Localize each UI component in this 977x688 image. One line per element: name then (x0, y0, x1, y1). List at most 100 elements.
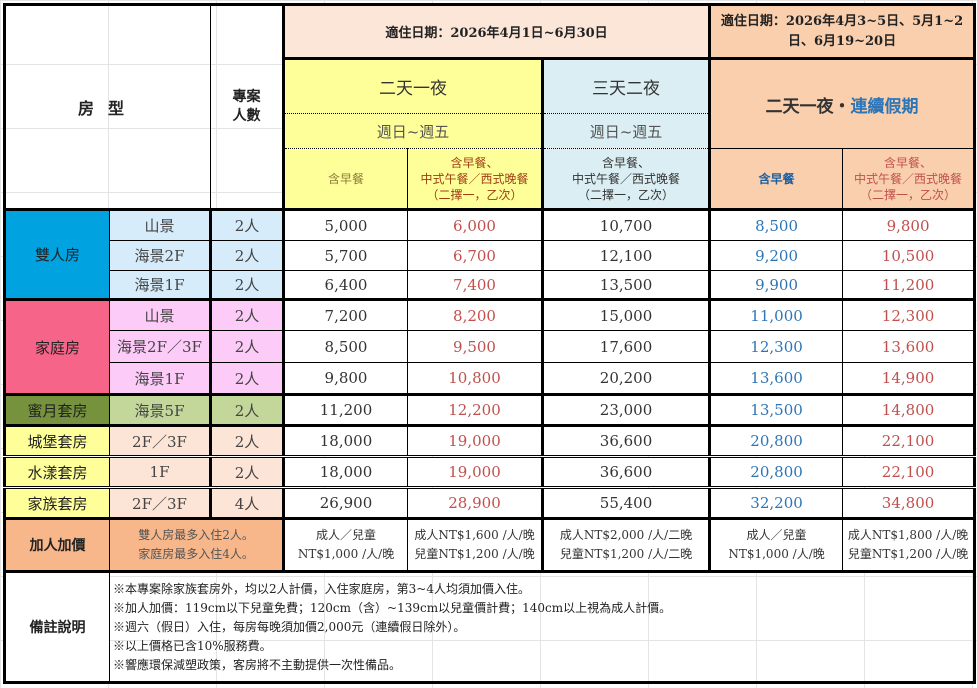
room-pax: 2人 (209, 455, 286, 488)
meal-breakfast-header: 含早餐 (283, 148, 409, 211)
price-2d-full: 9,500 (407, 330, 545, 363)
room-view: 海景1F (108, 270, 212, 301)
pax-header-line1: 專案 (232, 89, 261, 105)
price-holiday-breakfast: 20,800 (709, 455, 844, 488)
plan-holiday: 二天一夜・連續假期 (709, 58, 977, 149)
room-pax: 2人 (209, 394, 286, 427)
price-holiday-breakfast: 9,900 (709, 270, 844, 301)
price-holiday-full: 34,800 (842, 486, 977, 520)
table-row: 蜜月套房 海景5F 2人 11,200 12,200 23,000 13,500… (3, 394, 977, 427)
table-row: 家族套房 2F／3F 4人 26,900 28,900 55,400 32,20… (3, 486, 977, 520)
price-2d-full: 19,000 (407, 455, 545, 488)
room-pax: 2人 (209, 362, 286, 396)
price-holiday-full: 14,900 (842, 362, 977, 396)
room-view: 海景2F／3F (108, 330, 212, 363)
meal-holiday-breakfast-header: 含早餐 (709, 148, 844, 211)
price-2d-breakfast: 11,200 (283, 394, 409, 427)
price-3d-full: 55,400 (542, 486, 712, 520)
price-3d-full: 36,600 (542, 425, 712, 457)
price-holiday-breakfast: 12,300 (709, 330, 844, 363)
price-2d-breakfast: 8,500 (283, 330, 409, 363)
extra-person-label: 加人加價 (3, 518, 110, 573)
room-view: 海景2F (108, 240, 212, 271)
price-holiday-full: 14,800 (842, 394, 977, 427)
extra-price-holiday-full: 成人NT$1,800 /人/晚 兒童NT$1,200 /人/晚 (842, 518, 977, 573)
room-view: 山景 (108, 209, 212, 241)
price-2d-breakfast: 7,200 (283, 299, 409, 331)
price-holiday-breakfast: 13,600 (709, 362, 844, 396)
room-pax: 2人 (209, 209, 286, 241)
table-row: 家庭房 山景 2人 7,200 8,200 15,000 11,000 12,3… (3, 299, 977, 396)
room-view: 海景1F (108, 362, 212, 396)
price-3d-full: 10,700 (542, 209, 712, 241)
price-2d-breakfast: 5,700 (283, 240, 409, 271)
category-castle-suite: 城堡套房 (3, 425, 110, 457)
table-row: 海景2F／3F 2人 8,500 9,500 17,600 12,300 13,… (5, 330, 977, 363)
room-pax: 2人 (209, 270, 286, 301)
room-rate-table: 房型 專案 人數 適住日期：2026年4月1日~6月30日 適住日期：2026年… (2, 3, 977, 684)
extra-person-row: 加人加價 雙人房最多入住2人。 家庭房最多入住4人。 成人／兒童 NT$1,00… (3, 518, 977, 573)
category-family-room: 家庭房 (3, 299, 110, 396)
price-2d-breakfast: 18,000 (283, 425, 409, 457)
room-view: 山景 (108, 299, 212, 331)
extra-price-2d-full: 成人NT$1,600 /人/晚 兒童NT$1,200 /人/晚 (407, 518, 545, 573)
price-holiday-full: 12,300 (842, 299, 977, 331)
price-2d-breakfast: 18,000 (283, 455, 409, 488)
weekdays-two-day: 週日~週五 (283, 113, 545, 149)
price-holiday-breakfast: 32,200 (709, 486, 844, 520)
price-holiday-breakfast: 8,500 (709, 209, 844, 241)
price-2d-full: 7,400 (407, 270, 545, 301)
pax-header: 專案 人數 (210, 3, 286, 211)
table-row: 雙人房 山景 2人 5,000 6,000 10,700 8,500 9,800 (3, 209, 977, 301)
plan-holiday-prefix: 二天一夜・ (765, 96, 851, 117)
price-holiday-breakfast: 20,800 (709, 425, 844, 457)
extra-price-3d-full: 成人NT$2,000 /人/二晚 兒童NT$1,200 /人/二晚 (542, 518, 712, 573)
price-3d-full: 20,200 (542, 362, 712, 396)
table-row: 海景1F 2人 6,400 7,400 13,500 9,900 11,200 (5, 270, 977, 301)
remarks-list: ※本專案除家族套房外，均以2人計價，入住家庭房，第3~4人均須加價入住。 ※加人… (108, 571, 977, 684)
price-2d-full: 19,000 (407, 425, 545, 457)
table-row: 海景1F 2人 9,800 10,800 20,200 13,600 14,90… (5, 362, 977, 396)
room-pax: 2人 (209, 330, 286, 363)
price-3d-full: 12,100 (542, 240, 712, 271)
price-2d-full: 8,200 (407, 299, 545, 331)
price-holiday-full: 22,100 (842, 425, 977, 457)
category-honeymoon-suite: 蜜月套房 (3, 394, 110, 427)
price-holiday-breakfast: 9,200 (709, 240, 844, 271)
price-2d-breakfast: 9,800 (283, 362, 409, 396)
extra-price-holiday-breakfast: 成人／兒童 NT$1,000 /人/晚 (709, 518, 844, 573)
remark-item: ※本專案除家族套房外，均以2人計價，入住家庭房，第3~4人均須加價入住。 (113, 581, 530, 596)
price-holiday-full: 11,200 (842, 270, 977, 301)
category-double-room: 雙人房 (3, 209, 110, 301)
price-2d-breakfast: 6,400 (283, 270, 409, 301)
remarks-row: 備註說明 ※本專案除家族套房外，均以2人計價，入住家庭房，第3~4人均須加價入住… (3, 571, 977, 684)
price-holiday-breakfast: 11,000 (709, 299, 844, 331)
price-2d-full: 6,700 (407, 240, 545, 271)
remark-item: ※加人加價：119cm以下兒童免費；120cm（含）~139cm以兒童價計費；1… (113, 600, 672, 615)
room-pax: 2人 (209, 299, 286, 331)
room-pax: 4人 (209, 486, 286, 520)
table-row: 水漾套房 1F 2人 18,000 19,000 36,600 20,800 2… (3, 455, 977, 488)
extra-person-capacity-note: 雙人房最多入住2人。 家庭房最多入住4人。 (108, 518, 286, 573)
price-3d-full: 15,000 (542, 299, 712, 331)
weekdays-three-day: 週日~週五 (542, 113, 712, 149)
remark-item: ※以上價格已含10%服務費。 (113, 638, 272, 653)
plan-holiday-suffix: 連續假期 (850, 96, 919, 117)
meal-full-header: 含早餐、 中式午餐／西式晚餐 （二擇一，乙次） (407, 148, 545, 211)
price-2d-full: 6,000 (407, 209, 545, 241)
room-type-header: 房型 (2, 3, 212, 211)
price-3d-full: 23,000 (542, 394, 712, 427)
room-view: 2F／3F (108, 486, 212, 520)
price-2d-breakfast: 5,000 (283, 209, 409, 241)
remarks-label: 備註說明 (3, 571, 110, 684)
meal-holiday-full-header: 含早餐、 中式午餐／西式晚餐 （二擇一，乙次） (842, 148, 977, 211)
remark-item: ※週六（假日）入住，每房每晚須加價2,000元（連續假日除外）。 (113, 619, 466, 634)
category-clan-suite: 家族套房 (3, 486, 110, 520)
room-view: 2F／3F (108, 425, 212, 457)
room-view: 1F (108, 455, 212, 488)
price-holiday-breakfast: 13,500 (709, 394, 844, 427)
price-2d-full: 10,800 (407, 362, 545, 396)
price-holiday-full: 9,800 (842, 209, 977, 241)
price-holiday-full: 13,600 (842, 330, 977, 363)
room-view: 海景5F (108, 394, 212, 427)
